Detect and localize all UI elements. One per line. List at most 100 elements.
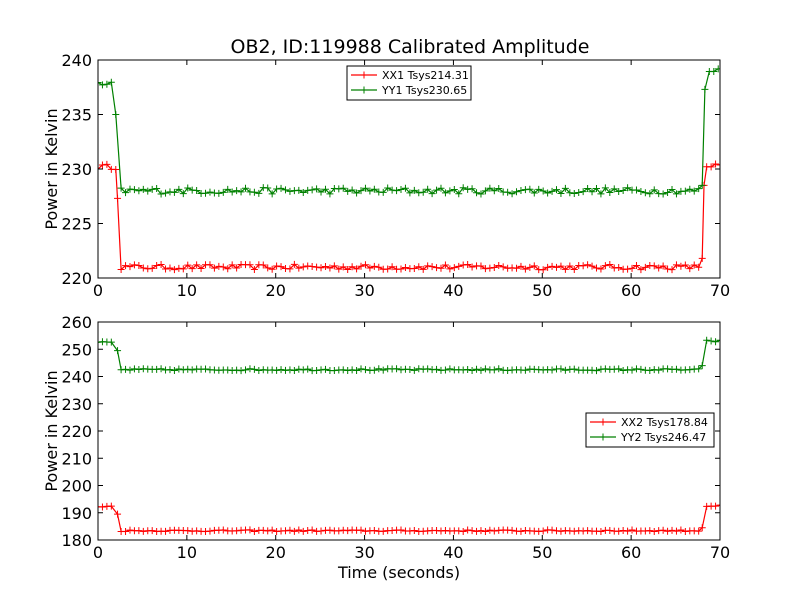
data-point-marker xyxy=(344,367,352,375)
data-point-marker xyxy=(579,262,587,270)
data-point-marker xyxy=(641,189,649,197)
data-point-marker xyxy=(370,185,378,193)
data-point-marker xyxy=(672,190,680,198)
data-point-marker xyxy=(273,262,281,270)
data-point-marker xyxy=(264,264,272,272)
data-point-marker xyxy=(495,262,503,270)
data-point-marker xyxy=(597,190,605,198)
data-point-marker xyxy=(370,366,378,374)
data-point-marker xyxy=(486,264,494,272)
data-point-marker xyxy=(370,526,378,534)
data-point-marker xyxy=(584,261,592,269)
data-point-marker xyxy=(370,262,378,270)
data-point-marker xyxy=(716,501,720,509)
data-point-marker xyxy=(695,185,703,193)
data-point-marker xyxy=(308,186,316,194)
data-point-marker xyxy=(281,186,289,194)
data-point-marker xyxy=(468,527,476,535)
data-point-marker xyxy=(441,366,449,374)
data-point-marker xyxy=(246,261,254,269)
data-point-marker xyxy=(659,262,667,270)
data-point-marker xyxy=(242,184,250,192)
data-point-marker xyxy=(401,184,409,192)
data-point-marker xyxy=(375,263,383,271)
data-point-marker xyxy=(330,367,338,375)
data-point-marker xyxy=(530,189,538,197)
data-point-marker xyxy=(295,526,303,534)
data-point-marker xyxy=(379,188,387,196)
data-point-marker xyxy=(517,262,525,270)
data-point-marker xyxy=(290,527,298,535)
data-point-marker xyxy=(464,365,472,373)
data-point-marker xyxy=(295,186,303,194)
data-point-marker xyxy=(348,366,356,374)
data-point-marker xyxy=(664,265,672,273)
data-point-marker xyxy=(406,527,414,535)
data-point-marker xyxy=(686,185,694,193)
data-point-marker xyxy=(148,264,156,272)
data-point-marker xyxy=(544,189,552,197)
legend-marker xyxy=(360,71,368,79)
data-point-marker xyxy=(264,184,272,192)
data-point-marker xyxy=(339,184,347,192)
data-point-marker xyxy=(539,527,547,535)
data-point-marker xyxy=(610,185,618,193)
data-point-marker xyxy=(468,367,476,375)
data-point-marker xyxy=(561,184,569,192)
x-tick-label: 40 xyxy=(443,281,463,300)
legend-marker xyxy=(360,86,368,94)
legend-marker xyxy=(599,418,607,426)
data-point-marker xyxy=(521,265,529,273)
data-point-marker xyxy=(712,160,720,168)
data-point-marker xyxy=(428,263,436,271)
data-point-marker xyxy=(335,185,343,193)
data-point-marker xyxy=(126,263,134,271)
data-point-marker xyxy=(112,165,120,173)
y-tick-label: 220 xyxy=(61,422,92,441)
data-point-marker xyxy=(698,181,706,189)
data-point-marker xyxy=(677,526,685,534)
data-point-marker xyxy=(716,336,720,344)
data-point-marker xyxy=(535,185,543,193)
data-point-marker xyxy=(459,261,467,269)
data-point-marker xyxy=(290,366,298,374)
data-point-marker xyxy=(317,264,325,272)
series-markers xyxy=(98,160,720,274)
data-point-marker xyxy=(530,262,538,270)
data-point-marker xyxy=(139,264,147,272)
data-point-marker xyxy=(597,265,605,273)
data-point-marker xyxy=(668,186,676,194)
data-point-marker xyxy=(406,189,414,197)
data-point-marker xyxy=(650,528,658,536)
data-point-marker xyxy=(508,190,516,198)
data-point-marker xyxy=(672,365,680,373)
x-tick-label: 60 xyxy=(621,543,641,562)
data-point-marker xyxy=(255,366,263,374)
x-tick-label: 30 xyxy=(354,281,374,300)
legend-label: YY2 Tsys246.47 xyxy=(620,431,706,444)
data-point-marker xyxy=(321,263,329,271)
data-point-marker xyxy=(353,189,361,197)
y-axis-label: Power in Kelvin xyxy=(42,370,61,491)
data-point-marker xyxy=(170,367,178,375)
data-point-marker xyxy=(698,254,706,262)
x-tick-label: 30 xyxy=(354,543,374,562)
data-point-marker xyxy=(144,187,152,195)
data-point-marker xyxy=(481,365,489,373)
data-point-marker xyxy=(219,188,227,196)
data-point-marker xyxy=(330,262,338,270)
data-point-marker xyxy=(579,188,587,196)
data-point-marker xyxy=(224,366,232,374)
data-point-marker xyxy=(210,264,218,272)
data-point-marker xyxy=(464,526,472,534)
data-point-marker xyxy=(175,185,183,193)
data-point-marker xyxy=(250,365,258,373)
data-point-marker xyxy=(570,527,578,535)
data-point-marker xyxy=(433,264,441,272)
data-point-marker xyxy=(690,261,698,269)
data-point-marker xyxy=(686,265,694,273)
data-point-marker xyxy=(299,366,307,374)
data-point-marker xyxy=(273,366,281,374)
data-point-marker xyxy=(135,366,143,374)
